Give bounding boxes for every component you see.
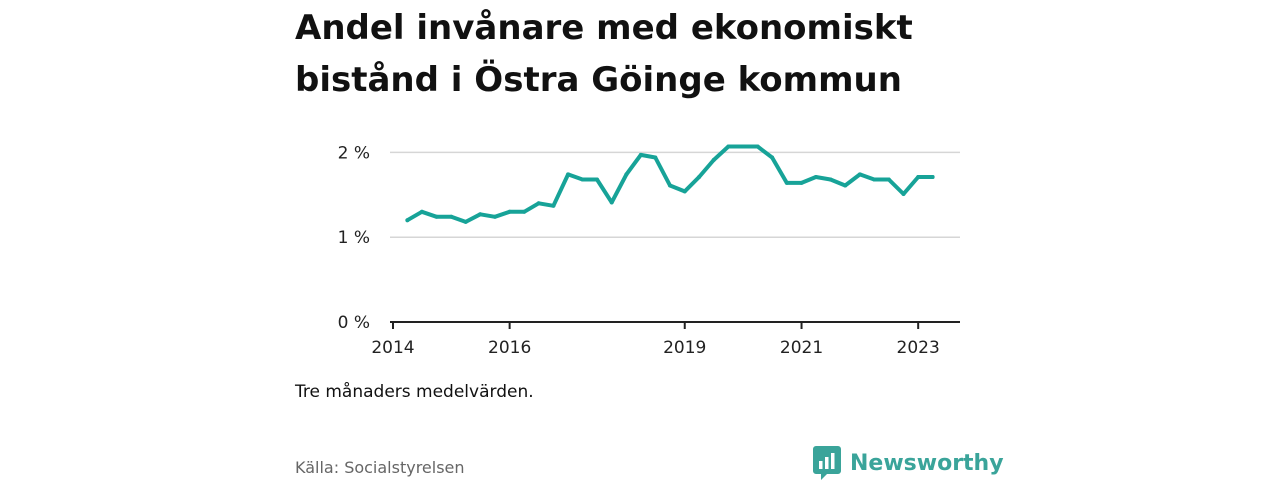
data-point	[478, 212, 483, 217]
data-point	[624, 172, 629, 177]
data-point	[872, 177, 877, 182]
chart-note: Tre månaders medelvärden.	[295, 382, 534, 402]
data-point	[784, 180, 789, 185]
x-tick-labels: 2014 2016 2019 2021 2023	[371, 338, 939, 358]
x-axis	[390, 321, 960, 329]
data-point	[492, 214, 497, 219]
x-tick-label: 2023	[897, 338, 940, 358]
data-point	[916, 175, 921, 179]
data-point	[843, 183, 848, 188]
source-text: Källa: Socialstyrelsen	[295, 458, 465, 477]
data-point	[595, 177, 599, 182]
data-point	[682, 189, 687, 194]
data-point	[886, 177, 891, 182]
x-tick-label: 2019	[663, 338, 706, 358]
data-point	[551, 203, 556, 208]
data-point	[726, 144, 731, 149]
chart-title: Andel invånare med ekonomiskt bistånd i …	[295, 8, 913, 100]
y-tick-label: 1 %	[338, 228, 370, 248]
bar-chart-logo-icon	[813, 446, 841, 480]
data-point	[813, 175, 818, 179]
data-point	[580, 177, 585, 182]
data-point	[668, 183, 672, 188]
data-point	[536, 201, 541, 206]
data-point	[419, 209, 424, 214]
data-point	[741, 144, 746, 149]
brand-logo: Newsworthy	[813, 446, 1004, 480]
y-tick-label: 2 %	[338, 143, 370, 163]
data-point	[711, 158, 716, 162]
data-point	[799, 180, 804, 185]
data-point	[434, 214, 439, 219]
x-tick-label: 2014	[371, 338, 414, 358]
data-point	[507, 209, 512, 214]
data-point	[638, 152, 643, 157]
data-point	[449, 214, 454, 219]
x-tick-label: 2016	[488, 338, 531, 358]
data-point	[405, 218, 410, 223]
data-point	[857, 172, 862, 177]
data-point	[755, 144, 760, 149]
gridlines	[390, 151, 960, 238]
data-point	[697, 175, 702, 179]
x-tick-label: 2021	[780, 338, 823, 358]
data-point	[463, 219, 468, 224]
data-point	[609, 200, 614, 205]
y-tick-label: 0 %	[338, 313, 370, 333]
data-point	[653, 155, 658, 160]
data-point	[566, 172, 571, 177]
data-point	[828, 177, 833, 182]
data-point	[901, 192, 906, 196]
data-point	[930, 175, 935, 179]
y-tick-labels: 0 % 1 % 2 %	[338, 143, 370, 333]
series-layer	[405, 144, 935, 224]
brand-name: Newsworthy	[850, 450, 1004, 476]
data-point	[522, 209, 527, 214]
data-point	[770, 155, 775, 160]
